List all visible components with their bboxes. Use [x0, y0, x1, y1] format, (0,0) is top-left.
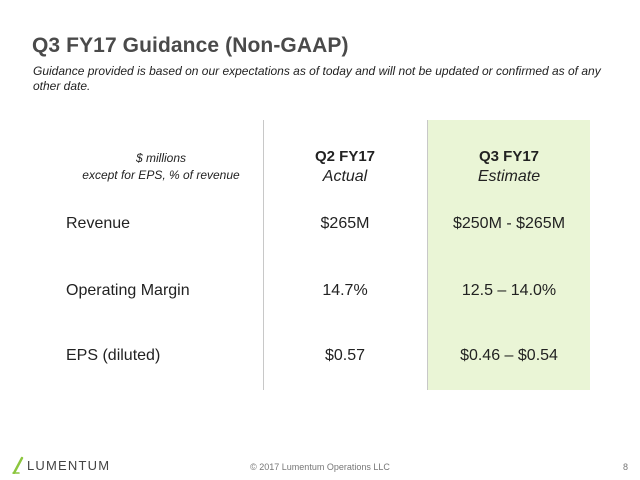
lumentum-logo: LUMENTUM — [12, 456, 110, 474]
copyright-notice: © 2017 Lumentum Operations LLC — [250, 462, 390, 472]
estimate-column-highlight — [427, 120, 590, 390]
eps-estimate: $0.46 – $0.54 — [460, 347, 558, 364]
column-divider — [427, 120, 428, 390]
units-line-1: $ millions — [135, 151, 186, 165]
eps-actual: $0.57 — [324, 347, 366, 364]
slide-subtitle: Guidance provided is based on our expect… — [33, 64, 601, 93]
column-header-estimate: Q3 FY17 Estimate — [434, 147, 584, 187]
column-period: Q2 FY17 — [314, 148, 376, 165]
revenue-actual: $265M — [320, 215, 370, 232]
page-number: 8 — [622, 462, 628, 472]
logo-mark-icon — [12, 456, 24, 474]
column-kind: Estimate — [477, 168, 541, 185]
column-kind: Actual — [322, 168, 368, 185]
units-header: $ millions except for EPS, % of revenue — [66, 150, 256, 184]
column-period: Q3 FY17 — [478, 148, 540, 165]
slide-title: Q3 FY17 Guidance (Non-GAAP) — [32, 34, 349, 57]
column-divider — [263, 120, 264, 390]
row-label-operating-margin: Operating Margin — [66, 282, 190, 299]
logo-text: LUMENTUM — [27, 457, 111, 473]
row-label-eps: EPS (diluted) — [66, 347, 161, 364]
operating-margin-estimate: 12.5 – 14.0% — [461, 282, 557, 299]
column-header-actual: Q2 FY17 Actual — [270, 147, 420, 187]
operating-margin-actual: 14.7% — [322, 282, 368, 299]
units-line-2: except for EPS, % of revenue — [82, 168, 240, 182]
revenue-estimate: $250M - $265M — [452, 215, 566, 232]
row-label-revenue: Revenue — [66, 215, 131, 232]
